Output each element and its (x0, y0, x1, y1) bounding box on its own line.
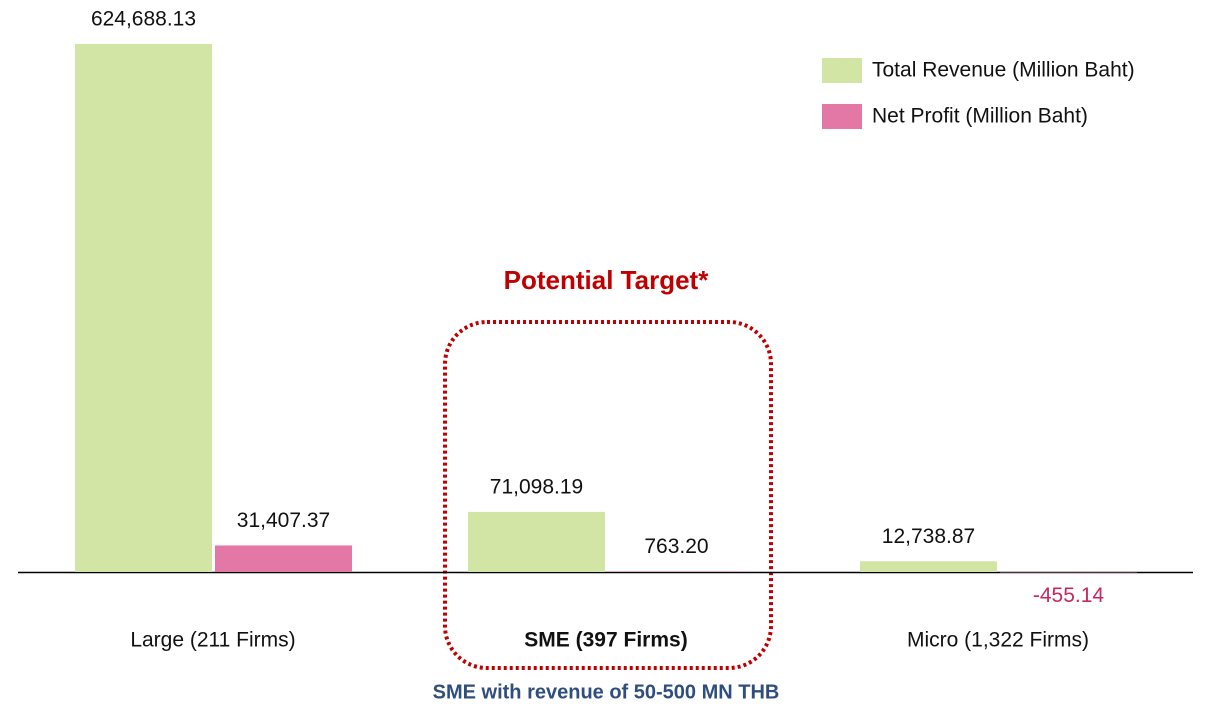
data-label: 71,098.19 (490, 475, 583, 498)
annotation: SME with revenue of 50-500 MN THB (433, 681, 780, 703)
bar (608, 571, 745, 572)
x-tick-label: SME (397 Firms) (524, 629, 687, 652)
highlight-box (443, 320, 773, 670)
data-label: 31,407.37 (237, 509, 330, 532)
legend-label: Net Profit (Million Baht) (872, 105, 1088, 128)
data-label: -455.14 (1033, 584, 1105, 607)
bar (468, 511, 605, 572)
legend-swatch (822, 58, 862, 83)
legend-label: Total Revenue (Million Baht) (872, 59, 1135, 82)
data-label: 763.20 (644, 535, 708, 558)
data-label: 12,738.87 (882, 525, 975, 548)
data-label: 624,688.13 (91, 8, 196, 31)
bar (860, 561, 997, 572)
x-tick-label: Large (211 Firms) (130, 629, 295, 652)
bar (75, 44, 212, 572)
annotation: Potential Target* (504, 265, 710, 295)
bar (215, 545, 352, 572)
legend-swatch (822, 104, 862, 129)
x-tick-label: Micro (1,322 Firms) (907, 629, 1089, 652)
